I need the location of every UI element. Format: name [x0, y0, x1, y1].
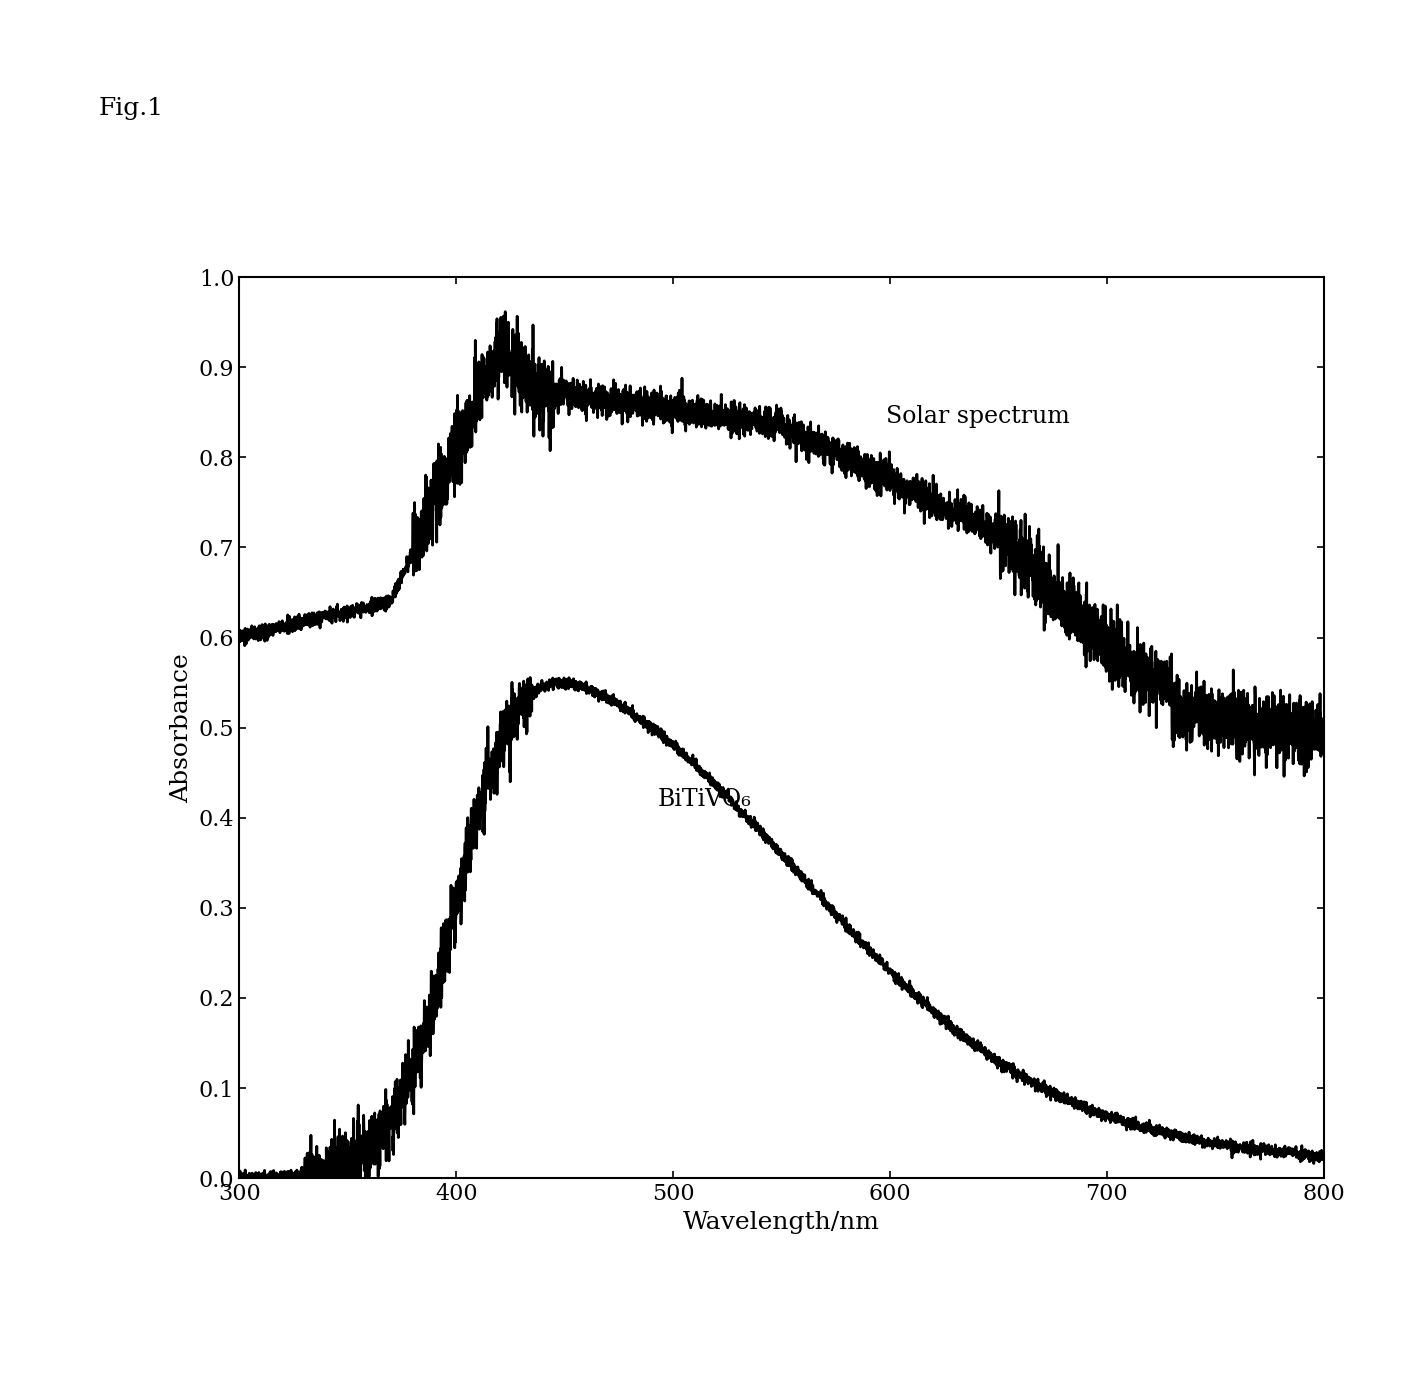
X-axis label: Wavelength/nm: Wavelength/nm: [683, 1210, 880, 1234]
Y-axis label: Absorbance: Absorbance: [170, 653, 193, 802]
Text: BiTiVO₆: BiTiVO₆: [658, 789, 752, 811]
Text: Solar spectrum: Solar spectrum: [886, 405, 1069, 428]
Text: Fig.1: Fig.1: [99, 97, 163, 121]
